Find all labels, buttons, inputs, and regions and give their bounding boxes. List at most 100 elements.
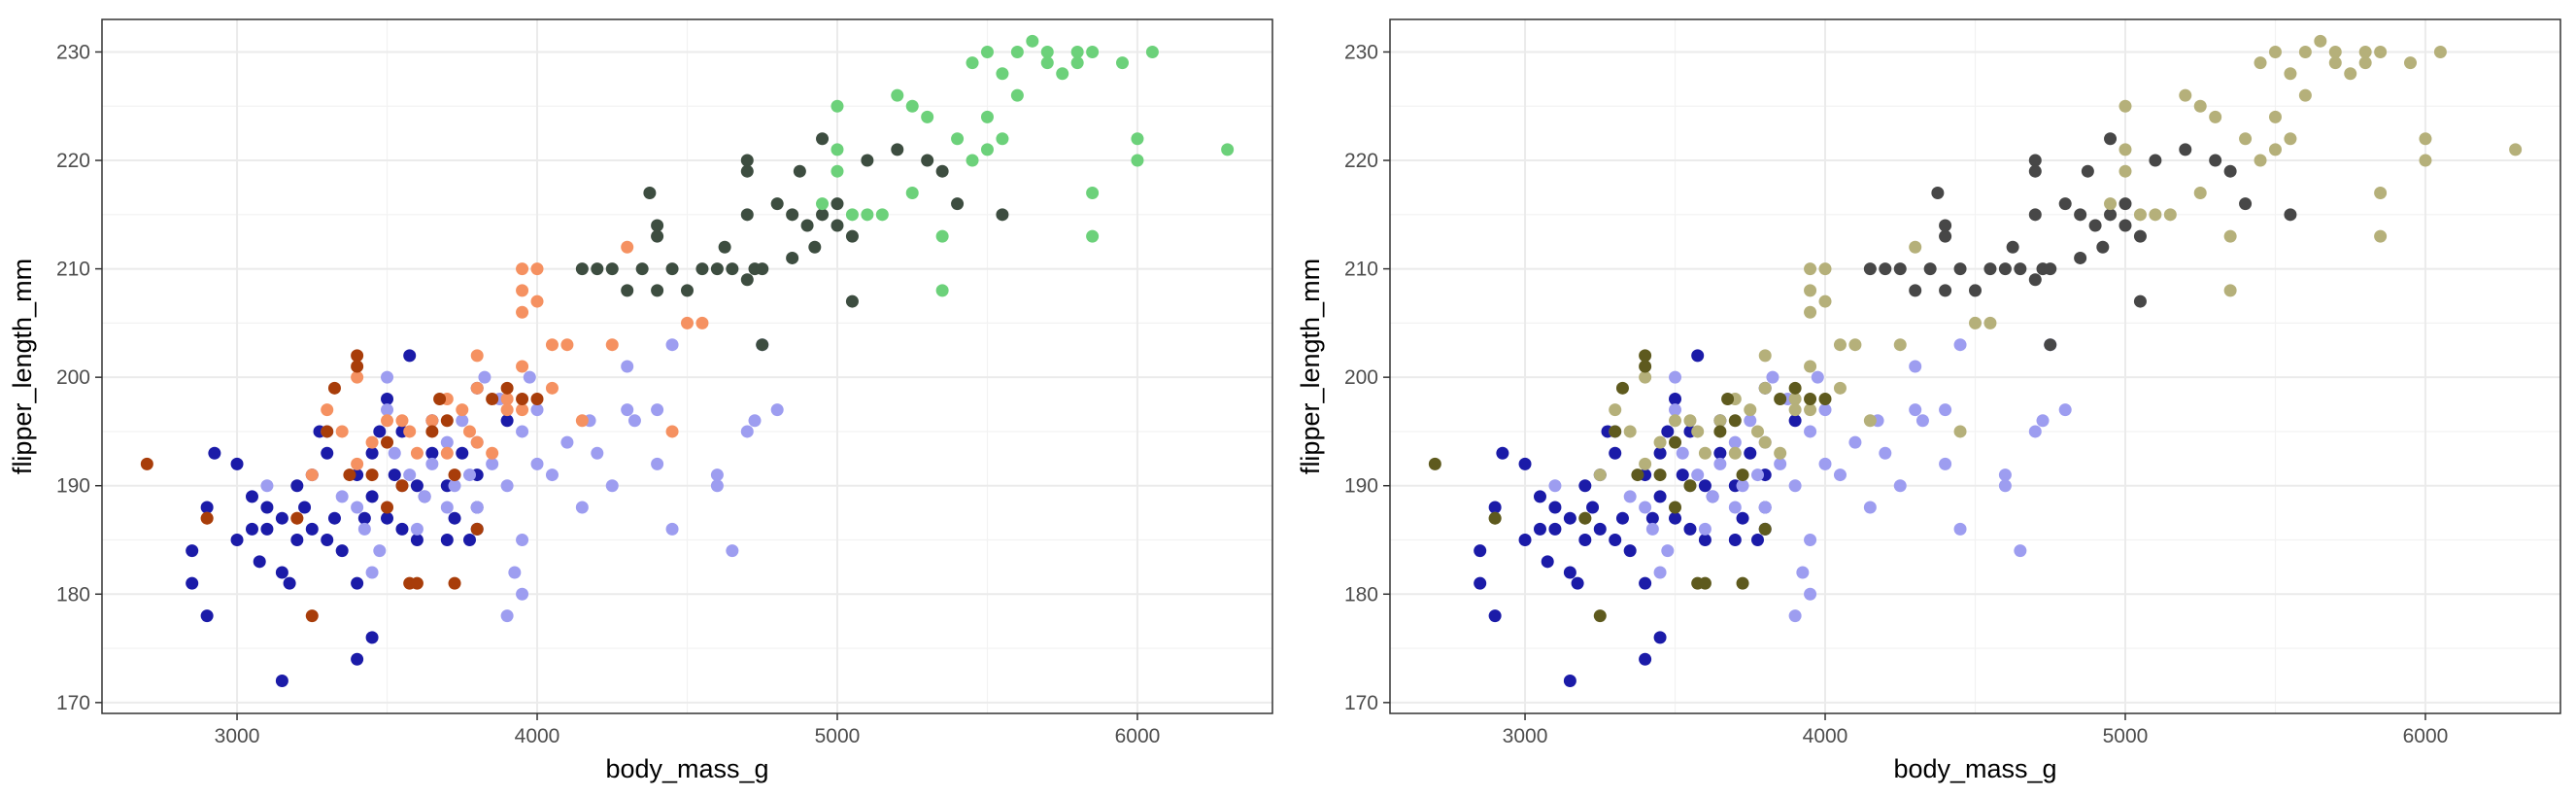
data-point [230, 457, 244, 470]
data-point [2149, 154, 2162, 167]
data-point [530, 403, 544, 417]
data-point [516, 392, 529, 405]
data-point [2074, 251, 2087, 264]
data-point [275, 675, 288, 688]
data-point [373, 425, 387, 438]
data-point [740, 273, 754, 287]
data-point [1804, 284, 1817, 297]
data-point [651, 457, 664, 470]
data-point [2104, 132, 2118, 146]
data-point [500, 392, 514, 405]
data-point [1691, 425, 1705, 438]
data-point [335, 544, 349, 558]
data-point [710, 468, 724, 482]
data-point [478, 370, 491, 384]
data-point [1774, 457, 1787, 470]
data-point [2028, 425, 2042, 438]
data-point [2104, 197, 2118, 211]
data-point [2179, 88, 2192, 102]
data-point [381, 435, 394, 449]
data-point [830, 197, 844, 211]
data-point [305, 609, 319, 623]
data-point [1691, 349, 1705, 363]
data-point [980, 110, 994, 123]
data-point [1623, 425, 1637, 438]
data-point [966, 56, 979, 70]
data-point [845, 229, 859, 243]
data-point [335, 425, 349, 438]
data-point [905, 187, 919, 199]
data-point [2149, 208, 2162, 222]
data-point [1721, 392, 1735, 405]
data-point [665, 338, 679, 352]
data-point [1070, 56, 1084, 70]
data-point [1026, 34, 1039, 48]
data-point [740, 154, 754, 167]
data-point [275, 511, 288, 525]
data-point [1615, 511, 1629, 525]
data-point [621, 403, 634, 417]
data-point [605, 479, 619, 493]
x-tick-label: 4000 [515, 725, 560, 747]
data-point [605, 338, 619, 352]
y-tick-label: 200 [1344, 366, 1378, 389]
data-point [381, 511, 394, 525]
data-point [410, 446, 424, 460]
data-point [1706, 490, 1719, 503]
data-point [418, 490, 431, 503]
data-point [1804, 392, 1817, 405]
data-point [1010, 45, 1024, 58]
data-point [200, 511, 214, 525]
data-point [643, 187, 657, 199]
data-point [2254, 56, 2267, 70]
data-point [530, 457, 544, 470]
data-point [1541, 555, 1554, 569]
data-point [2239, 132, 2253, 146]
data-point [681, 284, 694, 297]
data-point [260, 501, 274, 514]
data-point [1804, 360, 1817, 373]
data-point [1639, 370, 1652, 384]
data-point [1518, 457, 1532, 470]
data-point [365, 490, 379, 503]
data-point [1653, 490, 1667, 503]
data-point [2193, 99, 2207, 113]
data-point [1639, 360, 1652, 373]
data-point [410, 534, 424, 546]
data-point [1698, 534, 1712, 546]
y-tick-label: 200 [56, 366, 90, 389]
data-point [1428, 457, 1441, 470]
data-point [2223, 284, 2237, 297]
data-point [516, 305, 529, 319]
data-point [2014, 262, 2027, 276]
data-point [357, 511, 371, 525]
data-point [1593, 609, 1607, 623]
data-point [1713, 457, 1727, 470]
data-point [1744, 403, 1757, 417]
data-point [140, 457, 153, 470]
data-point [545, 381, 559, 395]
data-point [1563, 566, 1576, 579]
data-point [1653, 468, 1667, 482]
data-point [1683, 522, 1697, 536]
data-point [1833, 468, 1847, 482]
data-point [1010, 88, 1024, 102]
panel-border [1389, 18, 2561, 714]
data-point [208, 446, 221, 460]
data-point [275, 566, 288, 579]
data-point [2374, 229, 2388, 243]
data-point [935, 164, 949, 178]
data-point [816, 197, 830, 211]
data-point [575, 501, 589, 514]
right-scatter-panel: 3000 4000 5000 6000 170 180 190 200 210 220 230 bod… [1296, 18, 2561, 783]
data-point [2133, 208, 2147, 222]
data-point [1728, 414, 1742, 428]
data-point [951, 132, 965, 146]
data-point [1474, 576, 1487, 590]
data-point [695, 316, 709, 329]
data-point [1615, 381, 1629, 395]
data-point [891, 143, 904, 156]
data-point [2358, 45, 2372, 58]
data-point [2028, 164, 2042, 178]
